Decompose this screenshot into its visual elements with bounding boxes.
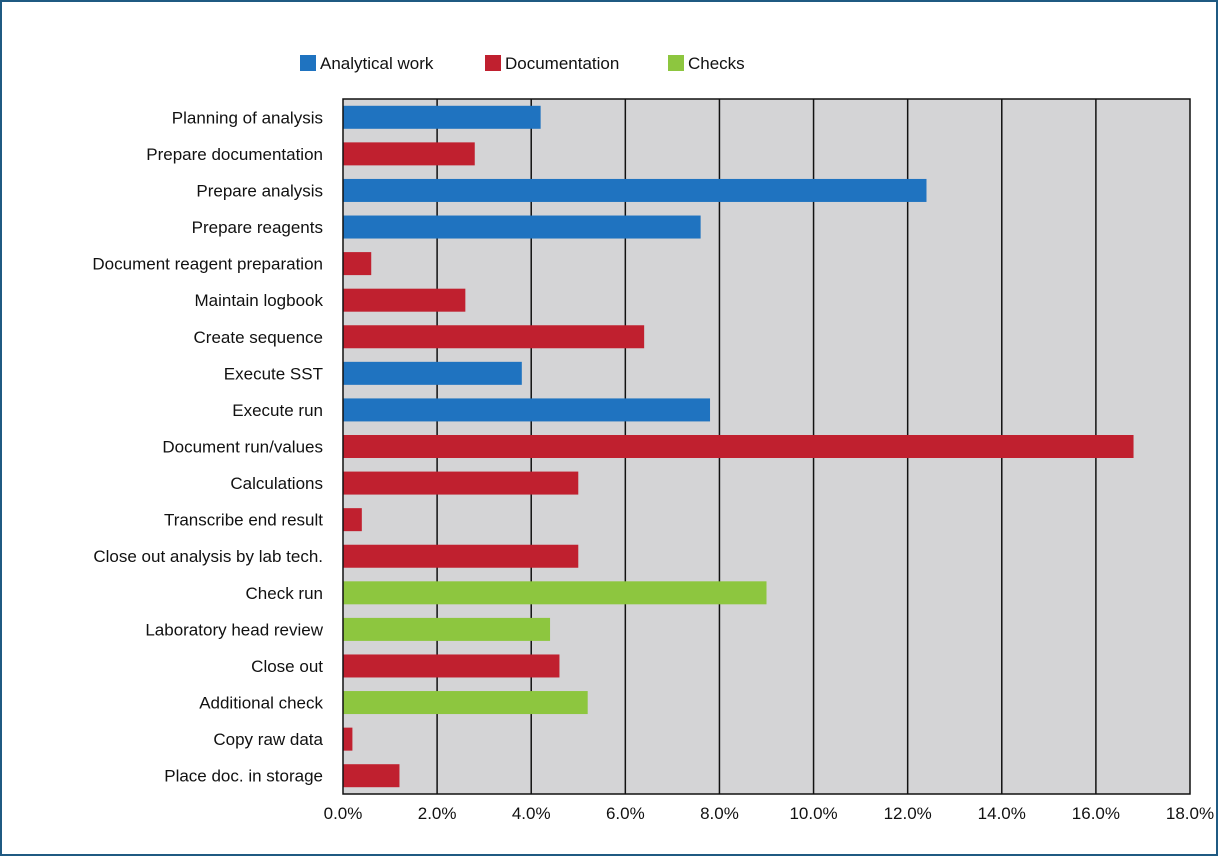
x-tick-label-6-0: 6.0%	[606, 804, 645, 823]
x-tick-label-2-0: 2.0%	[418, 804, 457, 823]
legend-label-documentation: Documentation	[505, 54, 619, 73]
legend: Analytical work Documentation Checks	[300, 54, 745, 73]
x-tick-label-12-0: 12.0%	[884, 804, 932, 823]
x-tick-label-10-0: 10.0%	[789, 804, 837, 823]
bar-execute-sst	[343, 361, 522, 385]
x-tick-label-18-0: 18.0%	[1166, 804, 1214, 823]
category-label-document-run-values: Document run/values	[162, 438, 323, 457]
category-label-maintain-logbook: Maintain logbook	[194, 291, 323, 310]
category-label-prepare-analysis: Prepare analysis	[196, 181, 323, 200]
category-label-place-doc-in-storage: Place doc. in storage	[164, 767, 323, 786]
x-axis-tick-labels: 0.0% 2.0% 4.0% 6.0% 8.0% 10.0% 12.0% 14.0% 16.0%…	[324, 804, 1214, 823]
category-label-execute-run: Execute run	[232, 401, 323, 420]
x-tick-label-4-0: 4.0%	[512, 804, 551, 823]
bar-close-out	[343, 654, 560, 678]
bar-check-run	[343, 581, 767, 605]
category-label-copy-raw-data: Copy raw data	[213, 730, 323, 749]
category-label-execute-sst: Execute SST	[224, 364, 323, 383]
category-label-check-run: Check run	[246, 584, 323, 603]
bar-create-sequence	[343, 325, 645, 349]
category-labels: Planning of analysis Prepare documentatio…	[92, 108, 323, 785]
legend-swatch-analytical-work	[300, 55, 316, 71]
category-label-close-out-analysis-by-lab-tech: Close out analysis by lab tech.	[93, 547, 323, 566]
category-label-document-reagent-preparation: Document reagent preparation	[92, 255, 323, 274]
bar-close-out-analysis-by-lab-tech	[343, 544, 579, 568]
bar-prepare-reagents	[343, 215, 701, 239]
bar-planning-of-analysis	[343, 105, 541, 129]
bar-copy-raw-data	[343, 727, 353, 751]
category-label-create-sequence: Create sequence	[194, 328, 323, 347]
bar-document-run-values	[343, 435, 1134, 458]
bar-maintain-logbook	[343, 288, 466, 312]
legend-label-analytical-work: Analytical work	[320, 54, 434, 73]
category-label-prepare-documentation: Prepare documentation	[146, 145, 323, 164]
legend-swatch-documentation	[485, 55, 501, 71]
bar-additional-check	[343, 691, 588, 715]
x-tick-label-8-0: 8.0%	[700, 804, 739, 823]
x-tick-label-14-0: 14.0%	[978, 804, 1026, 823]
bar-laboratory-head-review	[343, 617, 551, 641]
bar-prepare-analysis	[343, 178, 927, 202]
bar-place-doc-in-storage	[343, 764, 400, 788]
plot-border	[342, 98, 1191, 795]
category-label-transcribe-end-result: Transcribe end result	[164, 511, 323, 530]
category-label-additional-check: Additional check	[199, 694, 323, 713]
category-label-close-out: Close out	[251, 657, 323, 676]
bar-calculations	[343, 471, 579, 495]
bar-prepare-documentation	[343, 142, 475, 166]
category-label-calculations: Calculations	[230, 474, 323, 493]
bar-execute-run	[343, 398, 711, 422]
x-tick-label-16-0: 16.0%	[1072, 804, 1120, 823]
legend-label-checks: Checks	[688, 54, 745, 73]
bars	[343, 105, 1134, 788]
x-tick-label-0-0: 0.0%	[324, 804, 363, 823]
category-label-prepare-reagents: Prepare reagents	[192, 218, 323, 237]
category-label-laboratory-head-review: Laboratory head review	[145, 620, 323, 639]
legend-swatch-checks	[668, 55, 684, 71]
bar-document-reagent-preparation	[343, 252, 372, 276]
bar-transcribe-end-result	[343, 508, 362, 532]
category-label-planning-of-analysis: Planning of analysis	[172, 108, 323, 127]
